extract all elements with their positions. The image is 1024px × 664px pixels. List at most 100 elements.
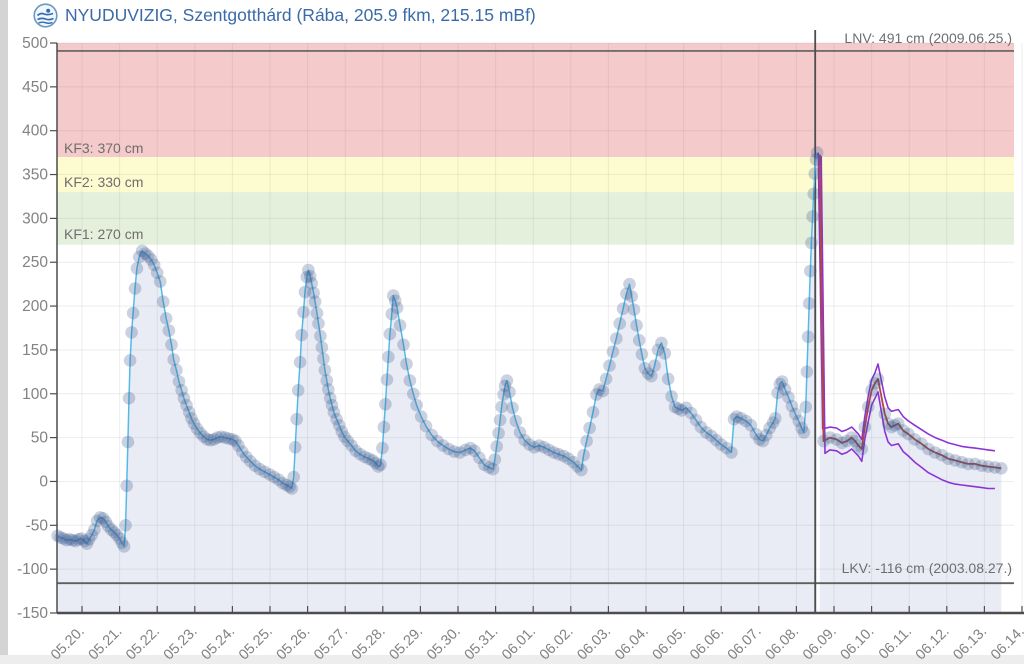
page-left-strip — [0, 0, 8, 664]
forecast-median-line — [818, 154, 1002, 470]
observed-data-point — [312, 317, 325, 330]
forecast-median-data-point — [848, 434, 862, 448]
observed-data-point — [376, 441, 389, 455]
y-tick-label: 200 — [22, 298, 48, 315]
observed-data-point — [305, 277, 319, 290]
observed-data-point — [54, 531, 67, 544]
x-tick-label: 05.31. — [462, 624, 502, 664]
observed-data-point — [493, 413, 507, 427]
observed-data-point — [672, 402, 685, 416]
x-tick-label: 06.07. — [725, 624, 765, 664]
observed-data-point — [235, 445, 249, 458]
observed-data-point — [303, 270, 317, 283]
observed-data-point — [258, 465, 272, 479]
observed-data-point — [810, 146, 824, 159]
forecast-median-data-point — [888, 419, 902, 432]
observed-data-point — [802, 297, 816, 310]
observed-data-point — [308, 295, 322, 309]
observed-data-point — [684, 406, 698, 420]
observed-data-point — [623, 277, 636, 291]
observed-data-point — [453, 446, 467, 459]
forecast-median-data-point — [855, 442, 869, 456]
observed-data-point — [82, 533, 96, 546]
flood-alert-band-3 — [57, 43, 1014, 157]
observed-data-point — [792, 414, 805, 428]
observed-data-point — [464, 441, 477, 455]
observed-data-point — [276, 476, 290, 490]
observed-data-point — [393, 319, 407, 332]
observed-data-point — [727, 412, 741, 426]
y-tick-label: 250 — [22, 254, 48, 271]
observed-data-point — [51, 529, 64, 543]
observed-data-point — [610, 332, 623, 345]
observed-data-point — [769, 412, 782, 425]
observed-data-point — [547, 446, 561, 459]
observed-data-point — [710, 433, 723, 447]
observed-data-point — [586, 405, 600, 419]
observed-data-point — [431, 434, 444, 448]
forecast-median-data-point — [968, 457, 982, 471]
observed-data-point — [285, 482, 299, 495]
observed-data-point — [797, 426, 811, 439]
observed-data-point — [117, 540, 131, 553]
observed-data-point — [806, 210, 819, 223]
x-tick-label: 06.14. — [988, 624, 1024, 664]
observed-data-point — [96, 512, 110, 525]
observed-data-point — [372, 460, 385, 473]
observed-data-point — [778, 383, 792, 396]
observed-data-point — [436, 439, 450, 452]
observed-data-point — [280, 478, 293, 492]
observed-data-point — [468, 444, 481, 458]
forecast-median-data-point — [955, 455, 969, 469]
observed-data-point — [323, 391, 337, 405]
observed-data-point — [121, 435, 135, 449]
observed-data-point — [638, 362, 652, 375]
lnv-record-high-label: LNV: 491 cm (2009.06.25.) — [844, 30, 1012, 46]
x-tick-label: 06.12. — [913, 624, 953, 664]
observed-data-point — [397, 338, 410, 352]
observed-data-point — [135, 244, 149, 258]
observed-data-point — [590, 388, 603, 401]
observed-data-point — [283, 480, 296, 494]
observed-data-point — [119, 519, 132, 532]
forecast-median-data-point — [902, 427, 915, 441]
observed-data-point — [147, 258, 161, 272]
observed-data-point — [200, 433, 214, 446]
observed-data-point — [300, 270, 314, 284]
forecast-median-data-point — [830, 433, 843, 446]
observed-data-point — [675, 404, 688, 417]
observed-data-point — [162, 324, 176, 337]
observed-data-point — [120, 479, 133, 493]
observed-data-point — [388, 294, 402, 308]
observed-data-point — [807, 187, 820, 201]
observed-data-point — [658, 347, 672, 360]
y-tick-label: 350 — [22, 167, 48, 184]
x-tick-label: 06.05. — [650, 624, 690, 664]
observed-data-point — [557, 449, 570, 463]
observed-data-point — [60, 533, 73, 547]
forecast-median-data-point — [892, 417, 905, 430]
observed-data-point — [414, 410, 428, 423]
observed-data-point — [562, 452, 575, 466]
observed-data-point — [756, 434, 770, 448]
observed-data-point — [272, 473, 285, 487]
observed-data-point — [165, 338, 178, 352]
x-tick-label: 06.09. — [800, 624, 840, 664]
observed-data-point — [78, 534, 91, 548]
observed-data-point — [374, 458, 387, 472]
observed-data-point — [175, 384, 188, 397]
observed-data-point — [537, 441, 551, 454]
observed-data-point — [801, 330, 815, 344]
observed-line — [57, 152, 818, 548]
forecast-median-data-point — [817, 434, 830, 448]
observed-data-point — [648, 359, 661, 373]
observed-data-point — [132, 250, 146, 264]
observed-data-point — [197, 430, 211, 444]
x-tick-label: 05.27. — [311, 624, 351, 664]
observed-area-fill — [57, 152, 818, 613]
x-tick-label: 06.08. — [762, 624, 802, 664]
observed-data-point — [150, 266, 164, 280]
y-tick-label: -50 — [26, 517, 49, 534]
observed-data-point — [630, 319, 643, 332]
flood-alert-band-1 — [57, 192, 1014, 245]
